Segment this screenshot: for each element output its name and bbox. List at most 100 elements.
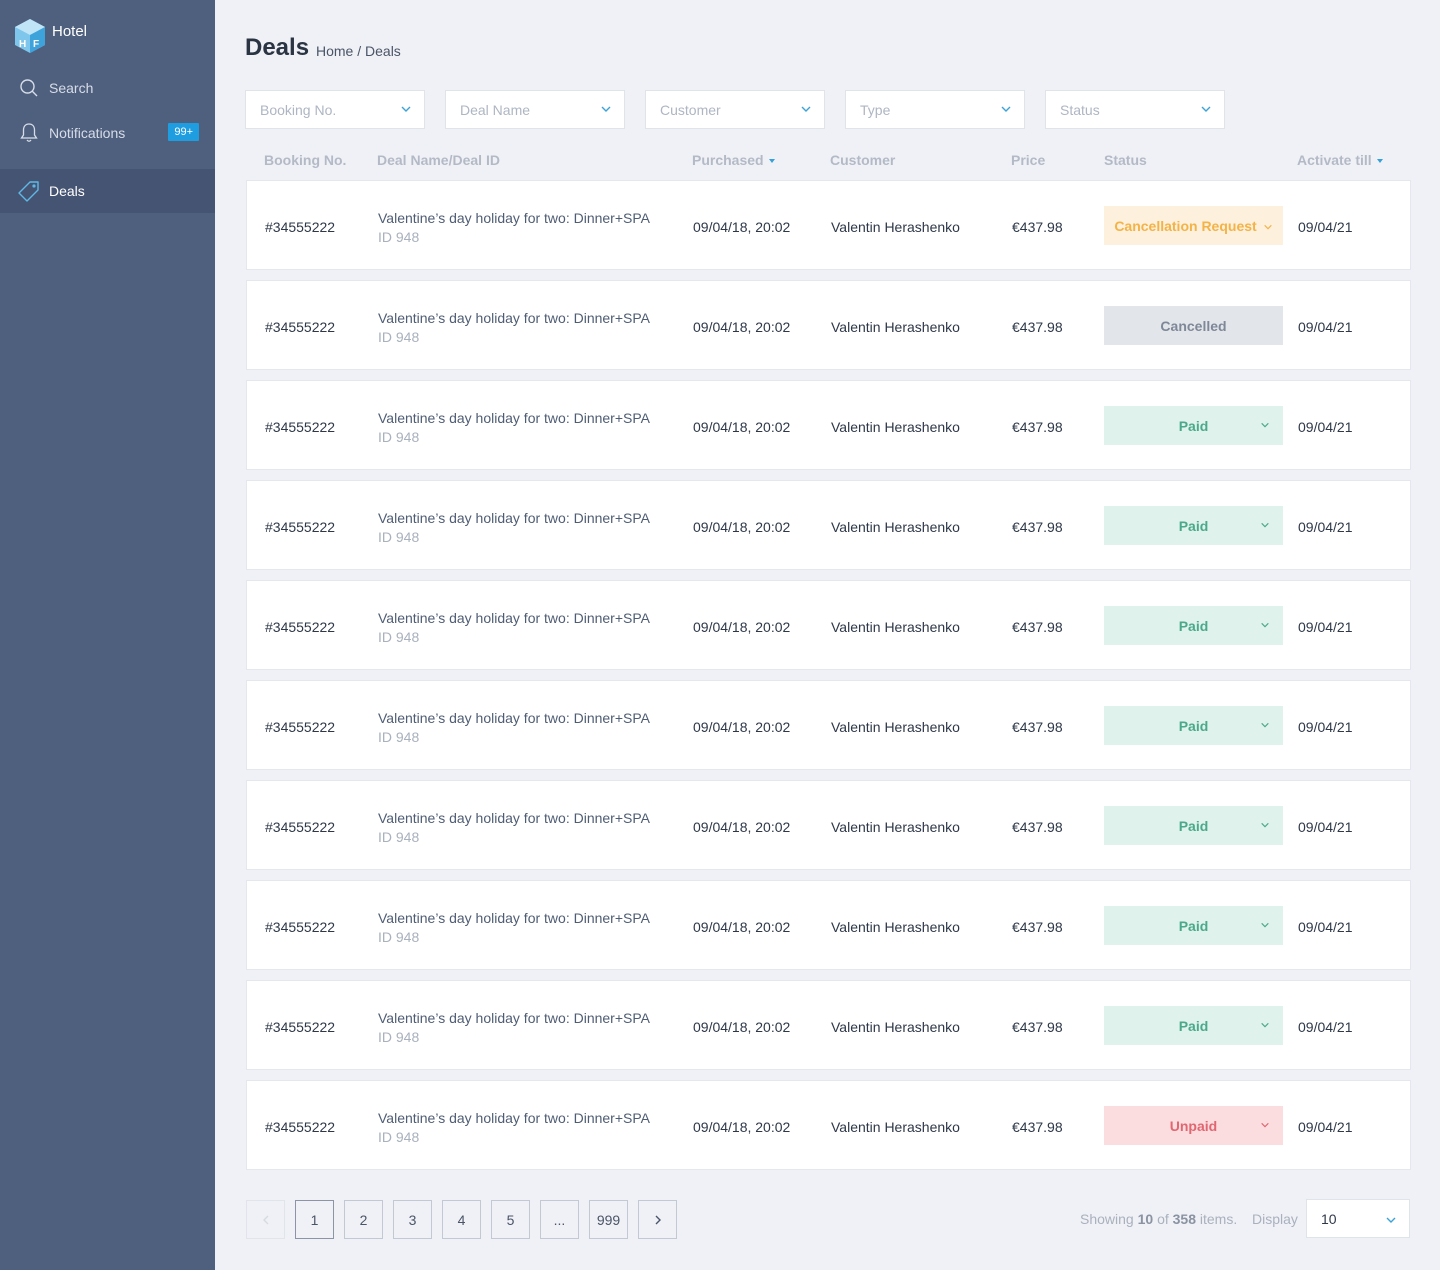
chevron-down-icon bbox=[1386, 1217, 1396, 1223]
booking-number: #34555222 bbox=[265, 819, 336, 835]
price: €437.98 bbox=[1012, 819, 1063, 835]
prev-page-button[interactable] bbox=[246, 1200, 285, 1239]
status-dropdown[interactable]: Paid bbox=[1104, 606, 1283, 645]
sidebar-item-deals[interactable]: Deals bbox=[0, 169, 215, 213]
price: €437.98 bbox=[1012, 219, 1063, 235]
filter-type[interactable]: Type bbox=[845, 90, 1025, 129]
of-label: of bbox=[1157, 1211, 1169, 1227]
table-row[interactable]: #34555222 Valentine’s day holiday for two… bbox=[246, 1080, 1411, 1170]
column-header-booking-no[interactable]: Booking No. bbox=[264, 152, 346, 168]
customer-name: Valentin Herashenko bbox=[831, 419, 960, 435]
deal-name-link[interactable]: Valentine’s day holiday for two: Dinner+… bbox=[378, 810, 650, 826]
status-dropdown[interactable]: Paid bbox=[1104, 406, 1283, 445]
display-count-select[interactable]: 10 bbox=[1306, 1199, 1410, 1238]
sidebar-item-label: Deals bbox=[49, 183, 85, 199]
booking-number: #34555222 bbox=[265, 1019, 336, 1035]
status-dropdown[interactable]: Cancellation Request bbox=[1104, 206, 1283, 245]
deal-name-link[interactable]: Valentine’s day holiday for two: Dinner+… bbox=[378, 510, 650, 526]
table-row[interactable]: #34555222 Valentine’s day holiday for two… bbox=[246, 680, 1411, 770]
sort-down-icon bbox=[1376, 159, 1383, 164]
chevron-down-icon bbox=[1263, 224, 1272, 229]
table-row[interactable]: #34555222 Valentine’s day holiday for two… bbox=[246, 180, 1411, 270]
page-number: 1 bbox=[310, 1211, 319, 1228]
column-header-label: Status bbox=[1104, 152, 1147, 168]
column-header-label: Activate till bbox=[1297, 152, 1372, 168]
showing-prefix: Showing bbox=[1080, 1211, 1134, 1227]
status-dropdown[interactable]: Paid bbox=[1104, 506, 1283, 545]
filter-placeholder: Type bbox=[860, 101, 891, 118]
filter-deal-name[interactable]: Deal Name bbox=[445, 90, 625, 129]
notifications-badge: 99+ bbox=[168, 123, 199, 141]
activate-till-date: 09/04/21 bbox=[1298, 819, 1353, 835]
deal-name-link[interactable]: Valentine’s day holiday for two: Dinner+… bbox=[378, 1010, 650, 1026]
booking-number: #34555222 bbox=[265, 219, 336, 235]
table-row[interactable]: #34555222 Valentine’s day holiday for two… bbox=[246, 580, 1411, 670]
page-number: 5 bbox=[506, 1211, 515, 1228]
chevron-down-icon bbox=[1261, 722, 1269, 728]
table-row[interactable]: #34555222 Valentine’s day holiday for two… bbox=[246, 980, 1411, 1070]
price: €437.98 bbox=[1012, 619, 1063, 635]
purchased-date: 09/04/18, 20:02 bbox=[693, 919, 791, 935]
column-header-label: Customer bbox=[830, 152, 896, 168]
column-header-purchased[interactable]: Purchased bbox=[692, 152, 775, 168]
status-label: Paid bbox=[1178, 917, 1209, 934]
table-row[interactable]: #34555222 Valentine’s day holiday for two… bbox=[246, 780, 1411, 870]
status-dropdown[interactable]: Paid bbox=[1104, 1006, 1283, 1045]
booking-number: #34555222 bbox=[265, 619, 336, 635]
chevron-down-icon bbox=[601, 106, 611, 112]
deal-name-link[interactable]: Valentine’s day holiday for two: Dinner+… bbox=[378, 410, 650, 426]
brand[interactable]: H F Hotel bbox=[14, 18, 87, 54]
deal-name-link[interactable]: Valentine’s day holiday for two: Dinner+… bbox=[378, 310, 650, 326]
page-button[interactable]: 2 bbox=[344, 1200, 383, 1239]
filter-booking-no[interactable]: Booking No. bbox=[245, 90, 425, 129]
page-button[interactable]: 999 bbox=[589, 1200, 628, 1239]
purchased-date: 09/04/18, 20:02 bbox=[693, 619, 791, 635]
filter-customer[interactable]: Customer bbox=[645, 90, 825, 129]
next-page-button[interactable] bbox=[638, 1200, 677, 1239]
sidebar-item-notifications[interactable]: Notifications 99+ bbox=[0, 111, 215, 155]
table-row[interactable]: #34555222 Valentine’s day holiday for two… bbox=[246, 280, 1411, 370]
deal-name-link[interactable]: Valentine’s day holiday for two: Dinner+… bbox=[378, 210, 650, 226]
column-header-deal-name[interactable]: Deal Name/Deal ID bbox=[377, 152, 500, 168]
table-row[interactable]: #34555222 Valentine’s day holiday for two… bbox=[246, 880, 1411, 970]
brand-name: Hotel bbox=[52, 23, 88, 40]
price: €437.98 bbox=[1012, 919, 1063, 935]
deal-name-link[interactable]: Valentine’s day holiday for two: Dinner+… bbox=[378, 1110, 650, 1126]
column-header-activate-till[interactable]: Activate till bbox=[1297, 152, 1383, 168]
purchased-date: 09/04/18, 20:02 bbox=[693, 719, 791, 735]
activate-till-date: 09/04/21 bbox=[1298, 1019, 1353, 1035]
page-number: 4 bbox=[457, 1211, 466, 1228]
table-row[interactable]: #34555222 Valentine’s day holiday for two… bbox=[246, 380, 1411, 470]
deal-name-link[interactable]: Valentine’s day holiday for two: Dinner+… bbox=[378, 610, 650, 626]
price: €437.98 bbox=[1012, 419, 1063, 435]
page-button[interactable]: 3 bbox=[393, 1200, 432, 1239]
page-button[interactable]: 5 bbox=[491, 1200, 530, 1239]
column-header-price[interactable]: Price bbox=[1011, 152, 1045, 168]
table-row[interactable]: #34555222 Valentine’s day holiday for two… bbox=[246, 480, 1411, 570]
deal-name-link[interactable]: Valentine’s day holiday for two: Dinner+… bbox=[378, 910, 650, 926]
customer-name: Valentin Herashenko bbox=[831, 219, 960, 235]
price: €437.98 bbox=[1012, 719, 1063, 735]
status-dropdown[interactable]: Paid bbox=[1104, 806, 1283, 845]
page-button[interactable]: 4 bbox=[442, 1200, 481, 1239]
status-label: Paid bbox=[1178, 1017, 1209, 1034]
filter-status[interactable]: Status bbox=[1045, 90, 1225, 129]
breadcrumb[interactable]: Home / Deals bbox=[316, 43, 401, 59]
status-dropdown[interactable]: Unpaid bbox=[1104, 1106, 1283, 1145]
deal-id: ID 948 bbox=[378, 429, 420, 445]
page-ellipsis-button[interactable]: ... bbox=[540, 1200, 579, 1239]
sidebar-item-search[interactable]: Search bbox=[0, 66, 215, 110]
deal-name-link[interactable]: Valentine’s day holiday for two: Dinner+… bbox=[378, 710, 650, 726]
activate-till-date: 09/04/21 bbox=[1298, 219, 1353, 235]
status-dropdown[interactable]: Paid bbox=[1104, 706, 1283, 745]
page-number: 2 bbox=[359, 1211, 368, 1228]
booking-number: #34555222 bbox=[265, 919, 336, 935]
booking-number: #34555222 bbox=[265, 419, 336, 435]
status-label: Cancelled bbox=[1160, 317, 1227, 334]
page-button[interactable]: 1 bbox=[295, 1200, 334, 1239]
purchased-date: 09/04/18, 20:02 bbox=[693, 1019, 791, 1035]
total-items: 358 bbox=[1172, 1211, 1196, 1227]
column-header-status[interactable]: Status bbox=[1104, 152, 1147, 168]
column-header-customer[interactable]: Customer bbox=[830, 152, 895, 168]
status-dropdown[interactable]: Paid bbox=[1104, 906, 1283, 945]
